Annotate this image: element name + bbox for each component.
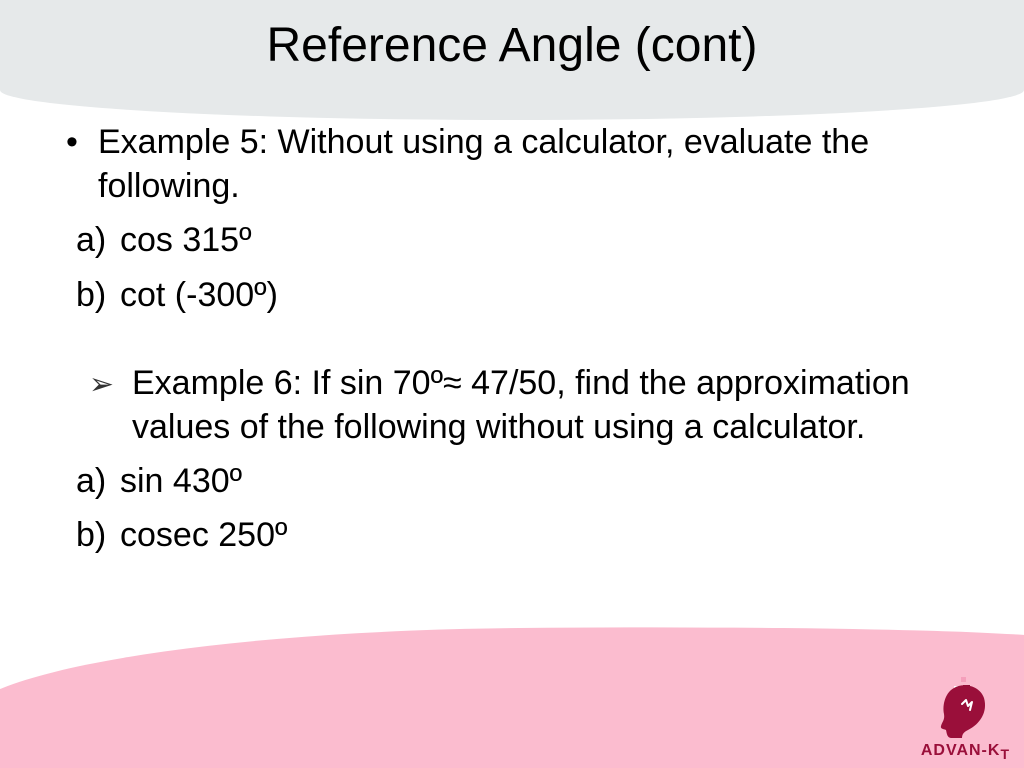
example5-item-b: b) cot (-300º): [60, 273, 964, 317]
list-marker: b): [60, 513, 120, 557]
slide-content: • Example 5: Without using a calculator,…: [60, 120, 964, 558]
logo-text: ADVAN-KT: [921, 742, 1010, 760]
list-text: cos 315º: [120, 218, 964, 262]
example6-item-a: a) sin 430º: [60, 459, 964, 503]
example5-item-a: a) cos 315º: [60, 218, 964, 262]
logo-head-icon: [938, 682, 992, 740]
example6-item-b: b) cosec 250º: [60, 513, 964, 557]
logo-text-sub: T: [1000, 746, 1010, 762]
logo-text-main: ADVAN-K: [921, 742, 1001, 759]
bullet-dot-icon: •: [60, 120, 98, 208]
slide-title: Reference Angle (cont): [0, 18, 1024, 73]
example5-intro: Example 5: Without using a calculator, e…: [98, 120, 964, 208]
logo: ADVAN-KT: [921, 682, 1010, 760]
example6-intro: Example 6: If sin 70º≈ 47/50, find the a…: [132, 361, 964, 449]
example5-intro-row: • Example 5: Without using a calculator,…: [60, 120, 964, 208]
list-text: cot (-300º): [120, 273, 964, 317]
list-text: sin 430º: [120, 459, 964, 503]
list-marker: a): [60, 218, 120, 262]
example6-intro-row: ➢ Example 6: If sin 70º≈ 47/50, find the…: [60, 361, 964, 449]
slide: Reference Angle (cont) • Example 5: With…: [0, 0, 1024, 768]
list-marker: a): [60, 459, 120, 503]
list-text: cosec 250º: [120, 513, 964, 557]
list-marker: b): [60, 273, 120, 317]
arrow-bullet-icon: ➢: [60, 361, 132, 449]
footer-band: [0, 623, 1024, 768]
